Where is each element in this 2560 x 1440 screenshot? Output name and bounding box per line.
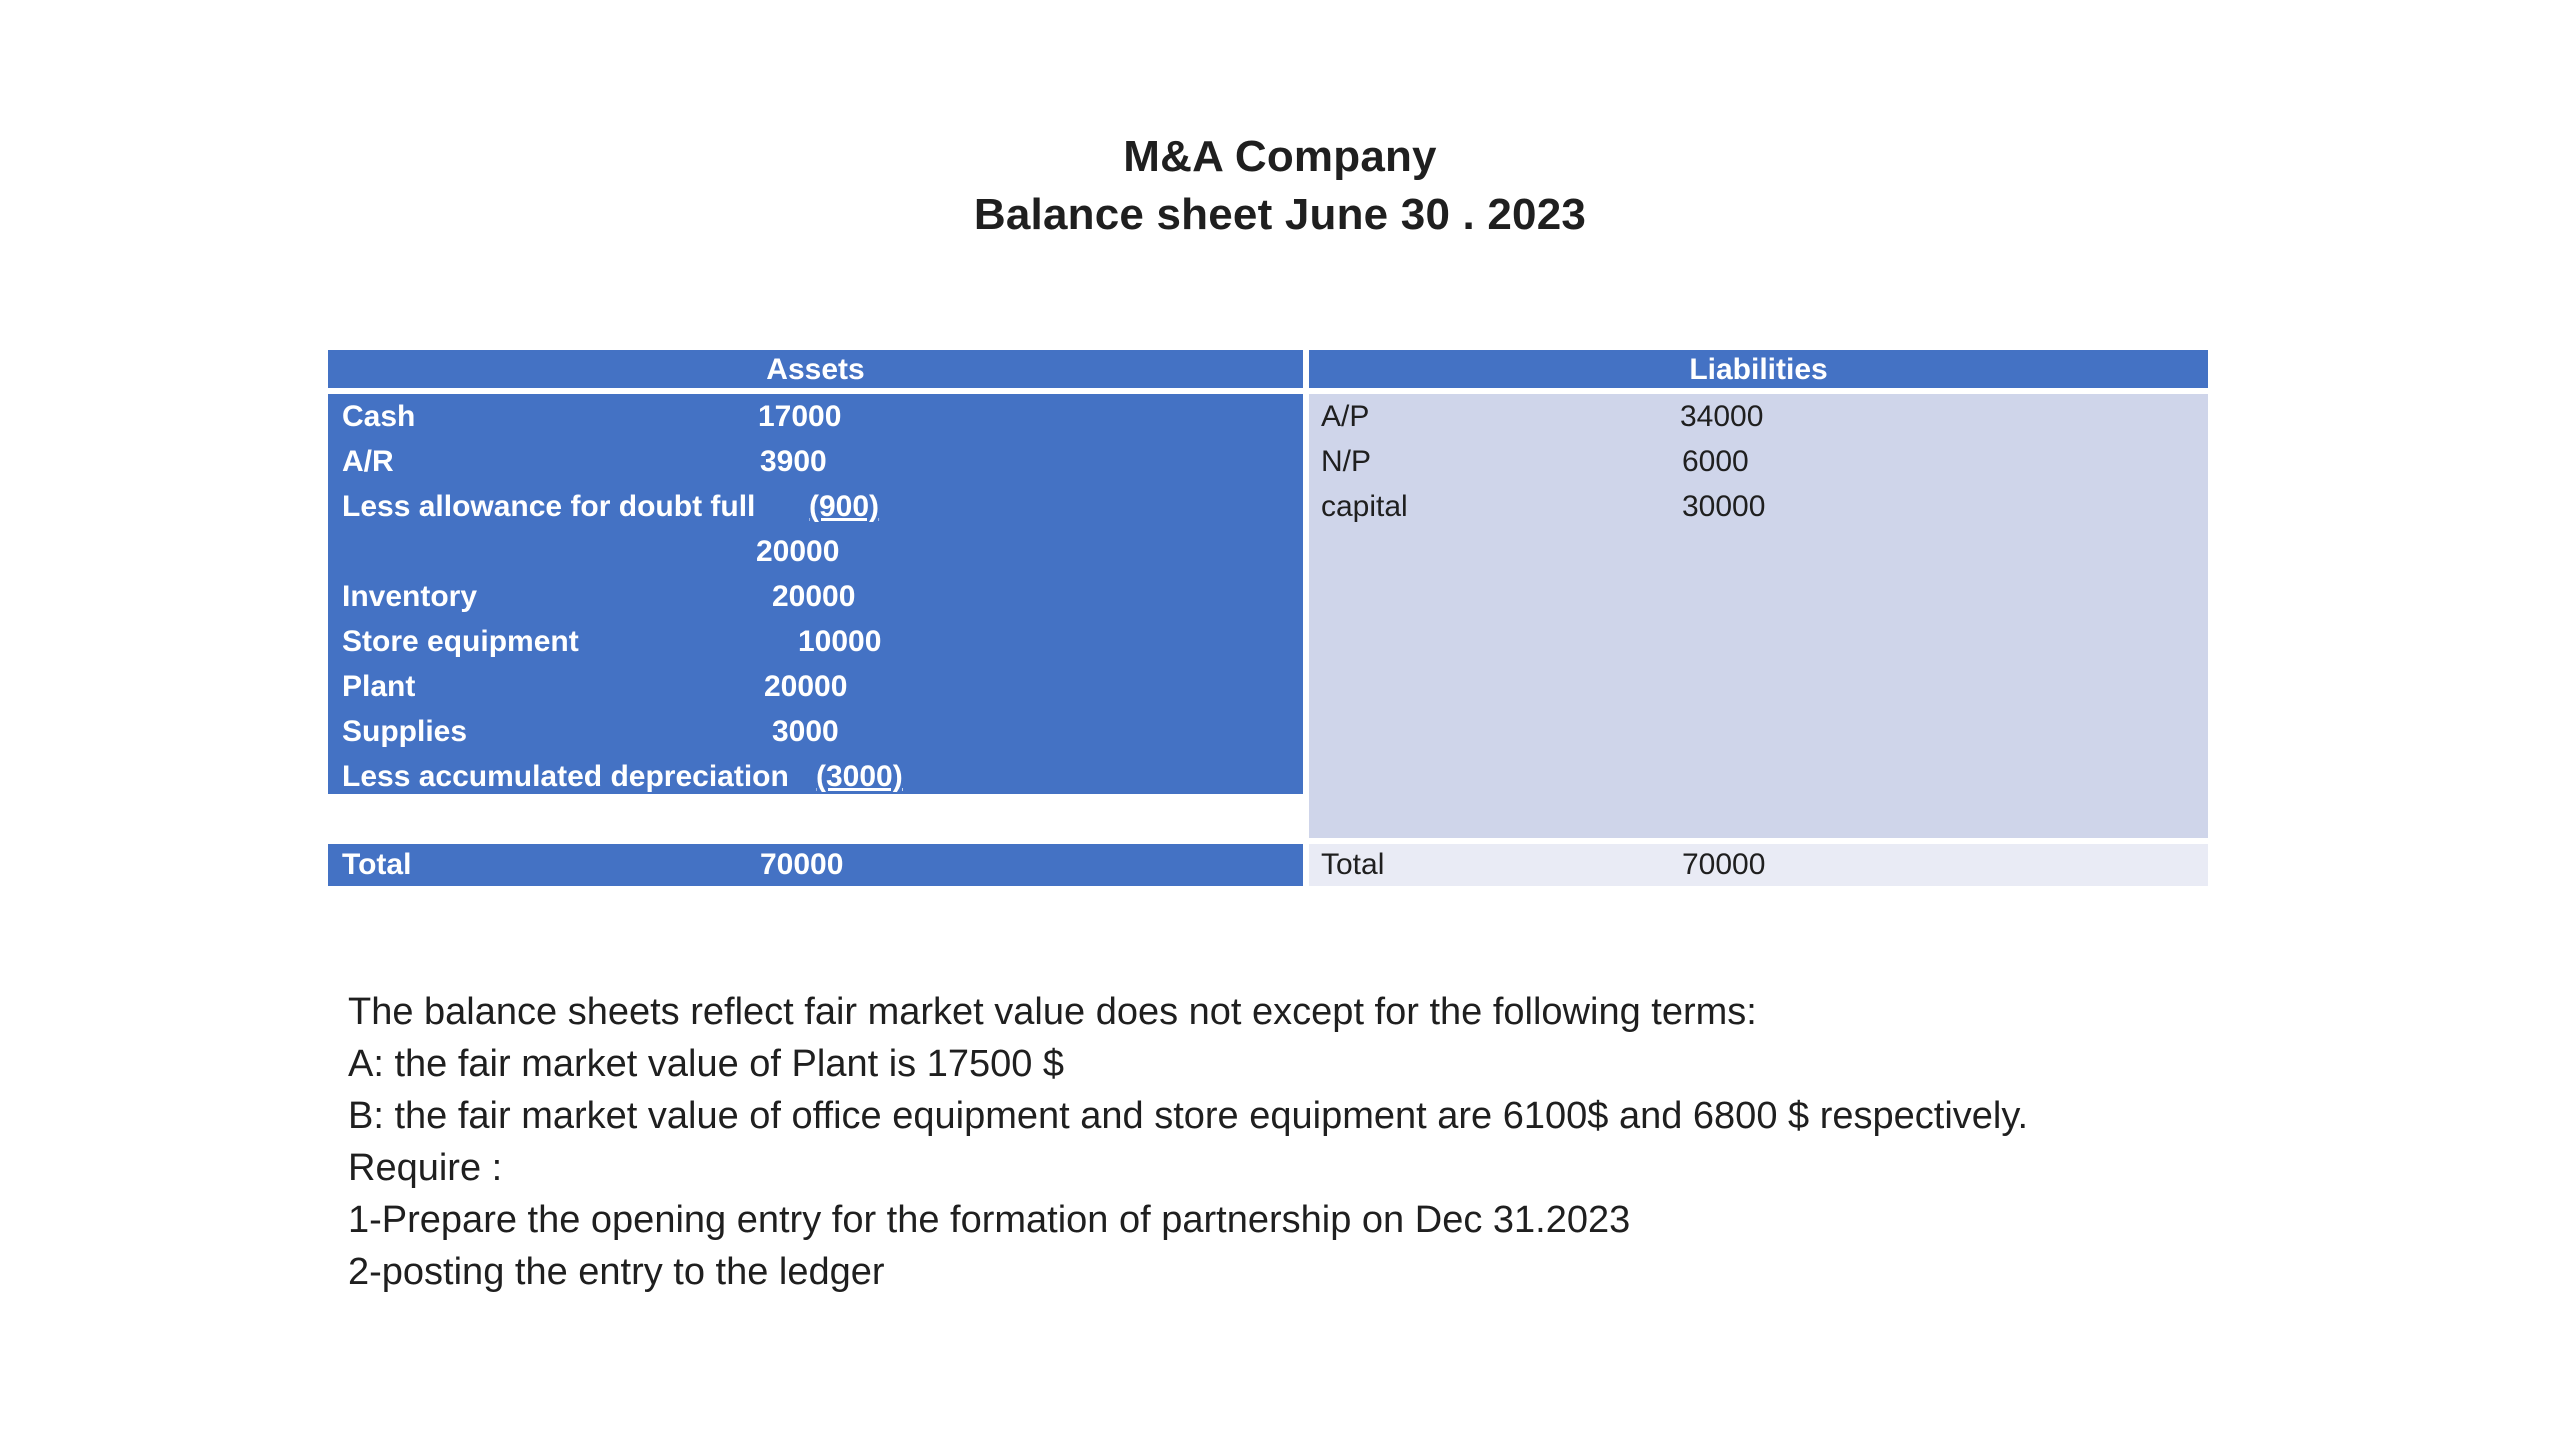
asset-label-plant: Plant — [342, 670, 416, 703]
liability-label-ap: A/P — [1321, 400, 1370, 433]
asset-label-allowance: Less allowance for doubt full — [342, 490, 756, 523]
asset-value-allowance: (900) — [809, 490, 880, 523]
note-line: 1-Prepare the opening entry for the form… — [348, 1199, 1631, 1241]
asset-value-ar: 3900 — [760, 445, 827, 478]
note-line: The balance sheets reflect fair market v… — [348, 991, 1757, 1033]
asset-label-supplies: Supplies — [342, 715, 468, 748]
assets-body — [328, 394, 1303, 794]
liabilities-column: Liabilities A/P 34000 N/P 6000 capital 3… — [1309, 350, 2208, 886]
asset-label-inventory: Inventory — [342, 580, 478, 613]
liability-label-np: N/P — [1321, 445, 1372, 478]
asset-label-cash: Cash — [342, 400, 416, 433]
note-line: 2-posting the entry to the ledger — [348, 1251, 885, 1293]
note-line: A: the fair market value of Plant is 175… — [348, 1043, 1065, 1085]
assets-column: Assets Cash 17000 A/R 3900 Less allowanc… — [328, 350, 1303, 886]
assets-total-value: 70000 — [760, 848, 844, 881]
assets-total-row — [328, 844, 1303, 886]
liability-value-np: 6000 — [1682, 445, 1749, 478]
asset-value-inventory: 20000 — [772, 580, 856, 613]
liabilities-body — [1309, 394, 2208, 838]
company-name: M&A Company — [1123, 132, 1437, 181]
asset-value-cash: 17000 — [758, 400, 842, 433]
liability-value-capital: 30000 — [1682, 490, 1766, 523]
balance-sheet-subtitle: Balance sheet June 30 . 2023 — [973, 190, 1587, 239]
liability-value-ap: 34000 — [1680, 400, 1764, 433]
asset-value-subtotal: 70000 — [748, 801, 832, 834]
asset-value-supplies: 3000 — [772, 715, 839, 748]
asset-value-ar-net: 20000 — [756, 535, 840, 568]
liabilities-total-value: 70000 — [1682, 848, 1766, 881]
problem-notes: The balance sheets reflect fair market v… — [348, 986, 2248, 1298]
asset-value-plant: 20000 — [764, 670, 848, 703]
liabilities-total-row — [1309, 844, 2208, 886]
document-title: M&A Company Balance sheet June 30 . 2023 — [0, 128, 2560, 244]
asset-value-depreciation: (3000) — [816, 760, 903, 793]
liabilities-header: Liabilities — [1309, 350, 2208, 388]
assets-header: Assets — [328, 350, 1303, 388]
asset-value-store-equipment: 10000 — [798, 625, 882, 658]
assets-total-label: Total — [342, 848, 412, 881]
note-line: Require : — [348, 1147, 503, 1189]
note-line: B: the fair market value of office equip… — [348, 1095, 2029, 1137]
asset-label-ar: A/R — [342, 445, 394, 478]
liabilities-total-label: Total — [1321, 848, 1385, 881]
asset-label-store-equipment: Store equipment — [342, 625, 579, 658]
balance-sheet-table: Assets Cash 17000 A/R 3900 Less allowanc… — [328, 350, 2208, 886]
liability-label-capital: capital — [1321, 490, 1408, 523]
asset-label-depreciation: Less accumulated depreciation — [342, 760, 789, 793]
